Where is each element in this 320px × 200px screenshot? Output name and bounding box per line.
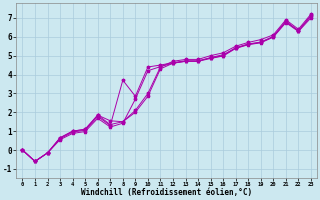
X-axis label: Windchill (Refroidissement éolien,°C): Windchill (Refroidissement éolien,°C) — [81, 188, 252, 197]
